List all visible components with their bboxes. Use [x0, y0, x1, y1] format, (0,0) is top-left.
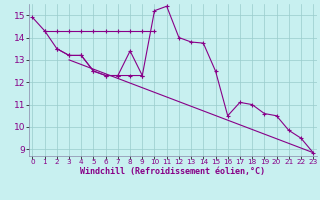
X-axis label: Windchill (Refroidissement éolien,°C): Windchill (Refroidissement éolien,°C) [80, 167, 265, 176]
